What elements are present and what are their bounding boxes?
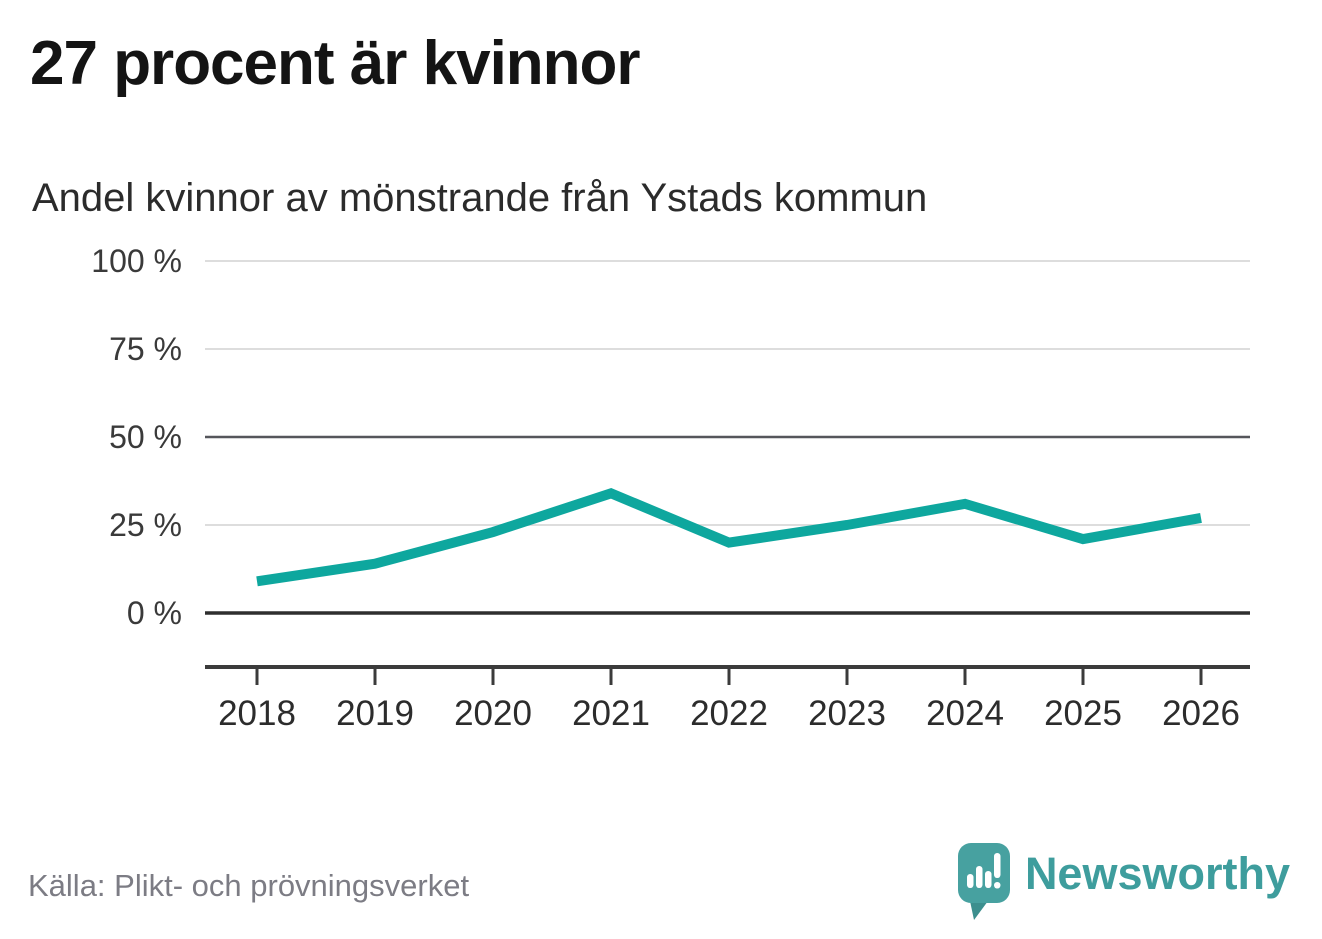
y-tick-label: 50 % — [109, 419, 182, 455]
y-tick-label: 100 % — [91, 243, 182, 279]
gridlines — [205, 260, 1250, 615]
x-tick-label: 2024 — [926, 694, 1004, 733]
y-tick-label: 25 % — [109, 507, 182, 543]
y-tick-label: 75 % — [109, 331, 182, 367]
series-line — [256, 487, 1202, 587]
page-title: 27 procent är kvinnor — [30, 29, 641, 98]
x-tick-label: 2023 — [808, 694, 886, 733]
x-tick-label: 2018 — [218, 694, 296, 733]
brand-logo: Newsworthy — [957, 843, 1290, 923]
x-tick-label: 2025 — [1044, 694, 1122, 733]
y-axis-labels: 0 % 25 % 50 % 75 % 100 % — [91, 243, 182, 631]
y-tick-label: 0 % — [127, 595, 182, 631]
x-tick-label: 2022 — [690, 694, 768, 733]
brand-name: Newsworthy — [1024, 848, 1290, 899]
x-tick-label: 2019 — [336, 694, 414, 733]
source-caption: Källa: Plikt- och prövningsverket — [28, 868, 470, 903]
x-axis: 2018 2019 2020 2021 2022 2023 2024 2025 2026 — [205, 665, 1250, 733]
data-line — [256, 487, 1202, 587]
chart-subtitle: Andel kvinnor av mönstrande från Ystads … — [32, 176, 928, 220]
x-tick-label: 2021 — [572, 694, 650, 733]
newsworthy-icon — [957, 843, 1010, 920]
x-tick-label: 2026 — [1162, 694, 1240, 733]
x-tick-label: 2020 — [454, 694, 532, 733]
